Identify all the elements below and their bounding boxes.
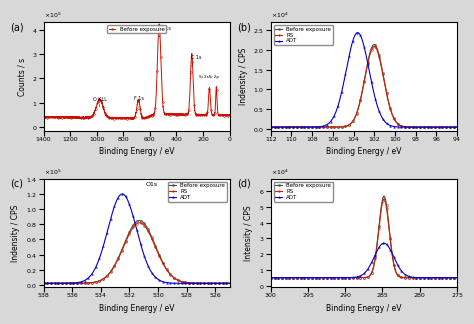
X-axis label: Binding Energy / eV: Binding Energy / eV	[326, 304, 401, 313]
Legend: Before exposure: Before exposure	[107, 25, 166, 33]
Legend: Before exposure, RS, ADT: Before exposure, RS, ADT	[273, 181, 333, 202]
Text: Si 2sSi 2p: Si 2sSi 2p	[199, 75, 219, 79]
Text: O1s: O1s	[146, 182, 158, 187]
Legend: Before exposure, RS, ADT: Before exposure, RS, ADT	[167, 181, 227, 202]
Text: (a): (a)	[10, 22, 24, 32]
Text: O KLL: O KLL	[92, 97, 107, 107]
Text: (b): (b)	[237, 22, 251, 32]
Text: Si2p: Si2p	[280, 26, 294, 31]
X-axis label: Binding Energy / eV: Binding Energy / eV	[326, 147, 401, 156]
Y-axis label: Indensity / CPS: Indensity / CPS	[11, 204, 20, 262]
Y-axis label: Counts / s: Counts / s	[17, 57, 26, 96]
Legend: Before exposure, RS, ADT: Before exposure, RS, ADT	[273, 25, 333, 45]
Text: O 1s: O 1s	[159, 26, 171, 37]
Text: (d): (d)	[237, 179, 251, 189]
Text: C 1s: C 1s	[191, 55, 201, 66]
Text: C1s: C1s	[280, 182, 292, 187]
X-axis label: Binding Energy / eV: Binding Energy / eV	[99, 147, 174, 156]
X-axis label: Binding Energy / eV: Binding Energy / eV	[99, 304, 174, 313]
Y-axis label: Indensity / CPS: Indensity / CPS	[238, 48, 247, 105]
Text: (c): (c)	[10, 179, 23, 189]
Y-axis label: Intensity / CPS: Intensity / CPS	[245, 205, 254, 261]
Text: F 1s: F 1s	[134, 96, 143, 108]
